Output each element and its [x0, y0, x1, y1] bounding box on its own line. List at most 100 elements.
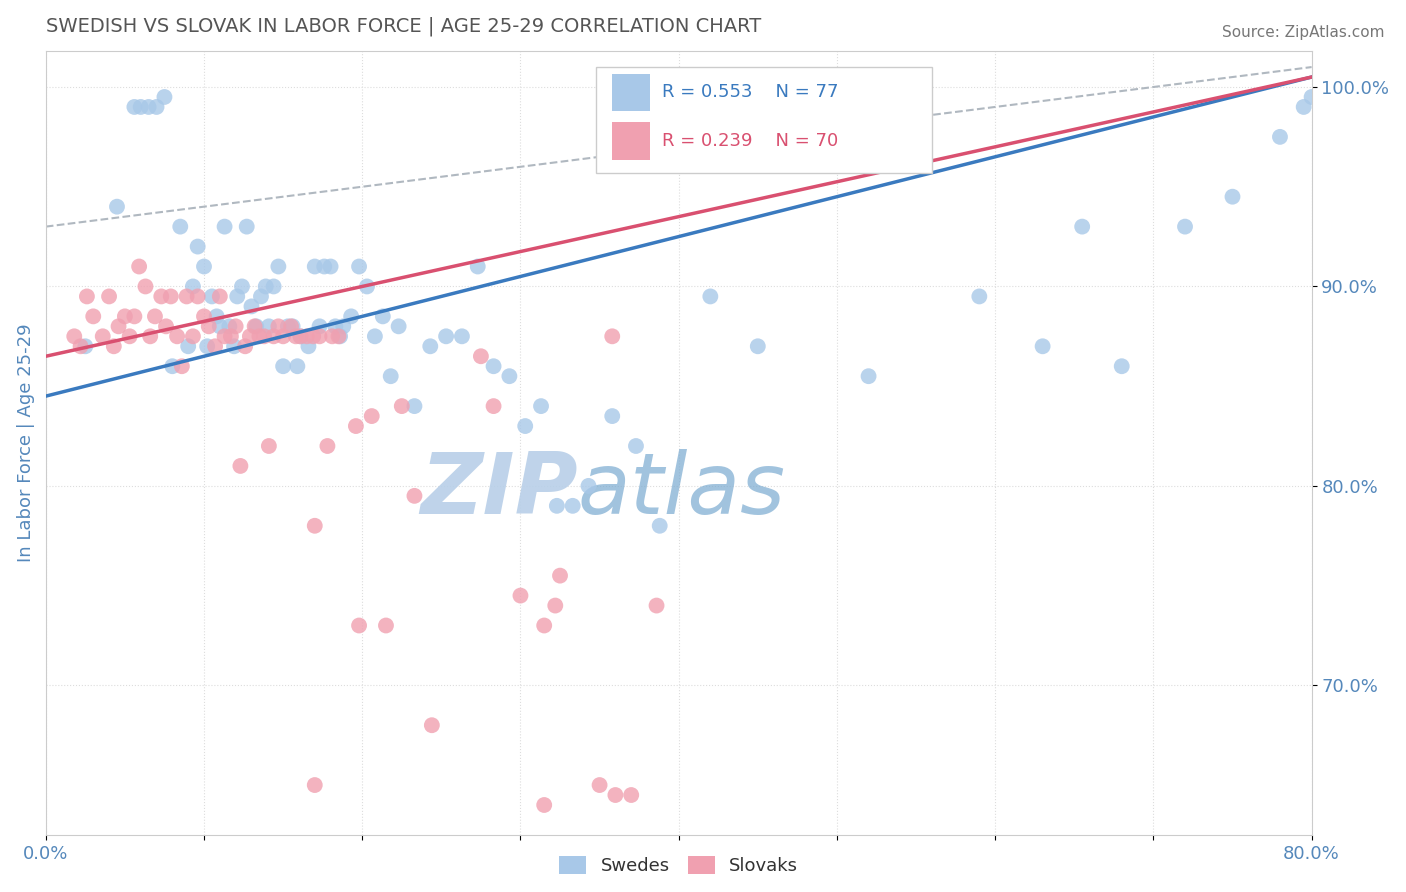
Point — [280, 319, 302, 334]
Point — [243, 319, 266, 334]
Point — [404, 489, 426, 503]
Point — [218, 319, 240, 334]
Point — [1268, 129, 1291, 144]
Point — [193, 260, 215, 274]
Point — [467, 260, 489, 274]
Point — [578, 479, 600, 493]
Point — [271, 359, 294, 374]
Point — [197, 319, 219, 334]
Text: SWEDISH VS SLOVAK IN LABOR FORCE | AGE 25-29 CORRELATION CHART: SWEDISH VS SLOVAK IN LABOR FORCE | AGE 2… — [46, 17, 761, 37]
Point — [648, 518, 671, 533]
Point — [328, 329, 350, 343]
Point — [177, 339, 200, 353]
Point — [128, 260, 150, 274]
Y-axis label: In Labor Force | Age 25-29: In Labor Force | Age 25-29 — [17, 324, 35, 562]
Point — [82, 310, 104, 324]
FancyBboxPatch shape — [612, 122, 650, 160]
Point — [103, 339, 125, 353]
Point — [451, 329, 474, 343]
Text: atlas: atlas — [578, 449, 786, 532]
Point — [159, 289, 181, 303]
Point — [76, 289, 98, 303]
Point — [229, 458, 252, 473]
Point — [319, 260, 342, 274]
Point — [600, 409, 623, 423]
Point — [371, 310, 394, 324]
Point — [263, 329, 285, 343]
Point — [181, 279, 204, 293]
Point — [747, 339, 769, 353]
Point — [233, 339, 256, 353]
Point — [193, 310, 215, 324]
Point — [118, 329, 141, 343]
Point — [858, 369, 880, 384]
Point — [281, 319, 304, 334]
Point — [1111, 359, 1133, 374]
Point — [388, 319, 411, 334]
Point — [380, 369, 402, 384]
Point — [263, 279, 285, 293]
Point — [195, 339, 218, 353]
Point — [143, 310, 166, 324]
Point — [1292, 100, 1315, 114]
Point — [699, 289, 721, 303]
Point — [235, 219, 257, 234]
Point — [226, 289, 249, 303]
Legend: Swedes, Slovaks: Swedes, Slovaks — [551, 848, 806, 882]
Point — [530, 399, 553, 413]
Point — [1174, 219, 1197, 234]
Point — [114, 310, 136, 324]
Point — [267, 260, 290, 274]
Text: R = 0.239    N = 70: R = 0.239 N = 70 — [662, 132, 838, 150]
Point — [470, 349, 492, 363]
Text: Source: ZipAtlas.com: Source: ZipAtlas.com — [1222, 25, 1385, 40]
Point — [247, 329, 270, 343]
Point — [434, 329, 457, 343]
Point — [166, 329, 188, 343]
Point — [533, 618, 555, 632]
Point — [201, 289, 224, 303]
Point — [257, 319, 280, 334]
Point — [63, 329, 86, 343]
Point — [245, 319, 267, 334]
Point — [1301, 90, 1323, 104]
Text: R = 0.553    N = 77: R = 0.553 N = 77 — [662, 84, 839, 102]
Point — [98, 289, 121, 303]
Point — [176, 289, 198, 303]
Point — [544, 599, 567, 613]
Point — [624, 439, 647, 453]
Point — [208, 289, 231, 303]
Text: ZIP: ZIP — [420, 449, 578, 532]
Point — [69, 339, 91, 353]
Point — [250, 289, 273, 303]
Point — [145, 100, 167, 114]
Point — [1222, 190, 1244, 204]
Point — [187, 239, 209, 253]
Point — [124, 100, 146, 114]
Point — [124, 310, 146, 324]
Point — [329, 329, 352, 343]
Point — [214, 219, 236, 234]
Point — [138, 100, 160, 114]
Point — [170, 359, 193, 374]
Point — [162, 359, 184, 374]
Point — [187, 289, 209, 303]
Point — [257, 439, 280, 453]
Point — [107, 319, 129, 334]
Point — [561, 499, 583, 513]
Point — [482, 399, 505, 413]
Point — [284, 329, 307, 343]
Point — [297, 339, 319, 353]
Point — [219, 329, 242, 343]
Point — [75, 339, 97, 353]
FancyBboxPatch shape — [612, 74, 650, 112]
Point — [169, 219, 191, 234]
Point — [290, 329, 312, 343]
Point — [134, 279, 156, 293]
Point — [254, 279, 277, 293]
Point — [360, 409, 382, 423]
Point — [375, 618, 398, 632]
Point — [316, 439, 339, 453]
Point — [308, 319, 330, 334]
Point — [304, 518, 326, 533]
